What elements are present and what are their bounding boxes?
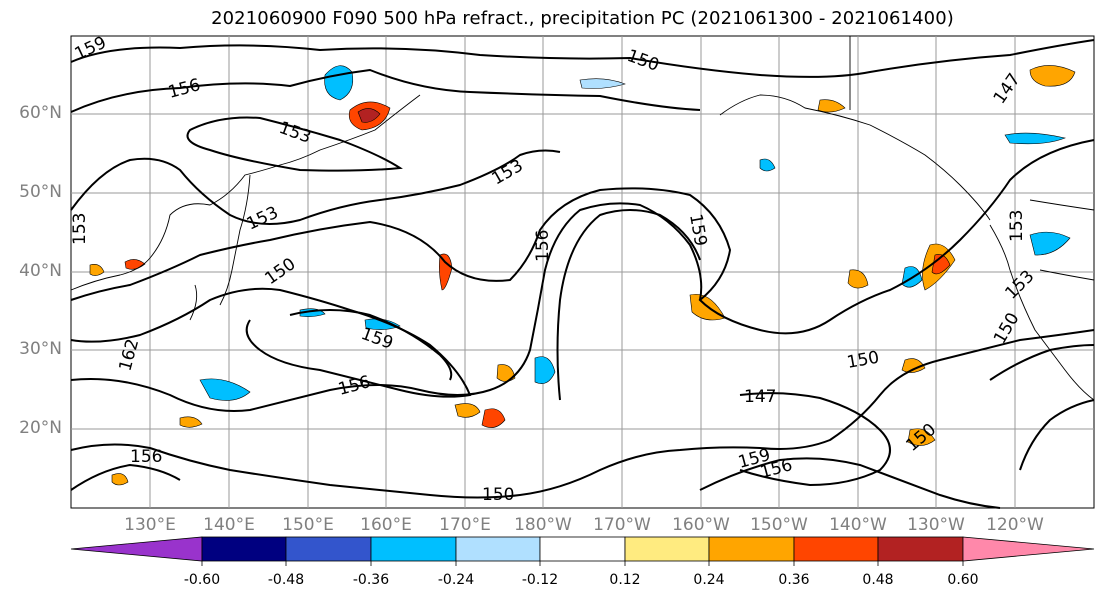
colorbar-tick-label: -0.24 [437, 572, 475, 588]
colorbar-tick-label: 0.48 [862, 572, 894, 588]
colorbar-segment [793, 536, 879, 562]
colorbar-segment [877, 536, 964, 562]
lat-label-60n: 60°N [19, 103, 62, 123]
colorbar-tick-label: 0.24 [693, 572, 725, 588]
coastlines [70, 36, 1095, 401]
colorbar-segment [624, 536, 710, 562]
colorbar-segment [539, 536, 626, 562]
colorbar-segment [370, 536, 457, 562]
contour-label: 150 [482, 485, 514, 505]
lat-label-50n: 50°N [19, 182, 62, 202]
lon-label: 150°E [282, 515, 334, 535]
contour-label: 153 [70, 213, 90, 245]
colorbar-tick-label: 0.12 [609, 572, 641, 588]
contour-label: 147 [744, 387, 776, 407]
colorbar-segment [201, 536, 287, 562]
lat-label-40n: 40°N [19, 261, 62, 281]
refractivity-contours [70, 39, 1095, 509]
lon-label: 130°E [124, 515, 176, 535]
lon-label: 120°W [986, 515, 1044, 535]
map-title: 2021060900 F090 500 hPa refract., precip… [211, 8, 954, 29]
colorbar-tick-label: -0.12 [521, 572, 559, 588]
lon-label: 150°W [750, 515, 808, 535]
colorbar-tick-label: -0.60 [183, 572, 221, 588]
lon-label: 170°W [593, 515, 651, 535]
precipitation-areas [89, 65, 1076, 486]
colorbar-tick-label: 0.36 [778, 572, 810, 588]
colorbar-segment [285, 536, 372, 562]
lon-label: 140°E [203, 515, 255, 535]
colorbar-segment [455, 536, 541, 562]
colorbar-segment [962, 536, 1095, 562]
contour-label: 156 [130, 447, 162, 467]
colorbar-segment [708, 536, 795, 562]
colorbar [70, 536, 1095, 566]
lon-label: 160°W [672, 515, 730, 535]
lon-label: 130°W [907, 515, 965, 535]
lon-label: 180°W [514, 515, 572, 535]
colorbar-segment [70, 536, 203, 562]
lon-label: 170°E [439, 515, 491, 535]
colorbar-tick-label: 0.60 [947, 572, 979, 588]
lat-lon-grid [71, 36, 1094, 508]
lon-label: 140°W [829, 515, 887, 535]
colorbar-tick-label: -0.48 [267, 572, 305, 588]
lat-label-30n: 30°N [19, 339, 62, 359]
lon-label: 160°E [360, 515, 412, 535]
colorbar-tick-label: -0.36 [352, 572, 390, 588]
contour-label: 153 [1007, 210, 1027, 242]
contour-label: 156 [533, 230, 553, 262]
lat-label-20n: 20°N [19, 418, 62, 438]
